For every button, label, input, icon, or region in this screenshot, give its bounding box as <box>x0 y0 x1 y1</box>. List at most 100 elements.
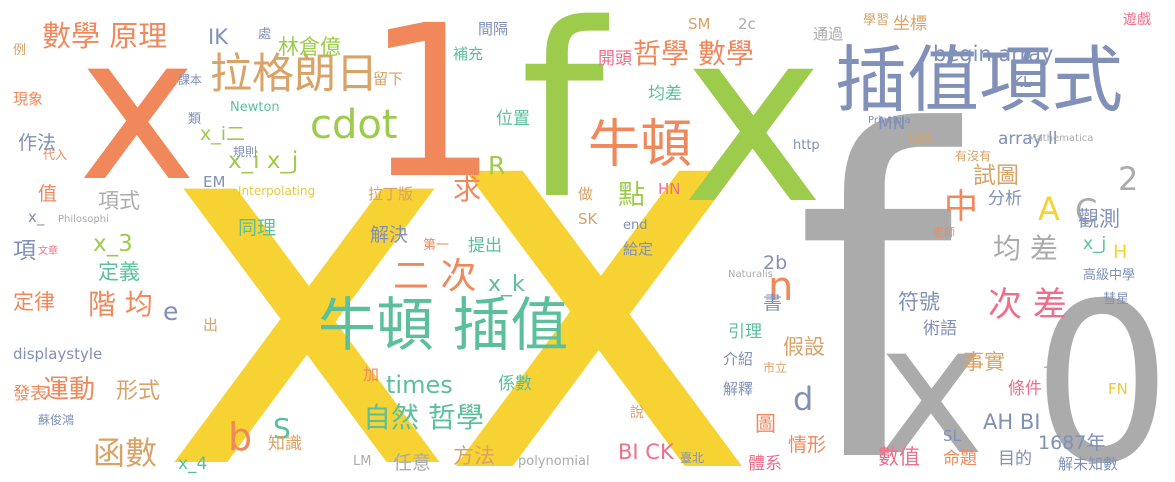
word: 代入 <box>43 148 67 162</box>
word: 介紹 <box>723 350 753 368</box>
word: 均差 <box>648 84 682 104</box>
word: 高級中學 <box>1083 267 1135 283</box>
word: 體系 <box>748 454 782 474</box>
word: SL <box>943 427 962 445</box>
word: Naturalis <box>728 269 773 280</box>
word: 學習 <box>863 13 889 28</box>
word: 有沒有 <box>955 149 991 163</box>
word: 定律 <box>13 290 55 314</box>
word: x_j <box>1083 234 1106 254</box>
word: 課本 <box>178 72 202 87</box>
word: 中 <box>944 187 978 227</box>
word: 情形 <box>788 434 826 456</box>
word: 加 <box>363 365 379 384</box>
word: f <box>795 38 964 482</box>
word: 解決 <box>370 224 408 246</box>
word: x_i x_j <box>228 148 298 174</box>
word: 解未知數 <box>1058 455 1118 473</box>
word: polynomial <box>518 454 590 469</box>
word: 林倉億 <box>278 35 341 59</box>
word: array ll <box>998 129 1057 149</box>
word: begin array <box>933 42 1053 66</box>
word: x_k <box>488 272 525 297</box>
word: 均 差 <box>993 232 1058 265</box>
word: 命題 <box>943 449 977 469</box>
word: 文章 <box>38 244 58 257</box>
word: 同理 <box>238 217 276 239</box>
word: 目的 <box>998 449 1032 469</box>
word: 階 均 <box>88 288 153 321</box>
word: SK <box>578 210 599 228</box>
word: 例 <box>13 43 26 58</box>
word: 求 <box>453 173 481 206</box>
word: 書 <box>763 292 782 314</box>
word: LM <box>353 454 371 469</box>
word: 位置 <box>496 109 530 129</box>
word: 提出 <box>468 236 502 256</box>
word: 牛頓 <box>588 115 692 175</box>
word: 試圖 <box>973 163 1019 189</box>
word: 長 <box>1043 355 1064 379</box>
word: 解釋 <box>723 380 753 398</box>
word: Mathematica <box>1028 133 1093 144</box>
word: 2 <box>1118 160 1138 198</box>
word: 出 <box>203 316 218 334</box>
word: 方法 <box>453 444 495 468</box>
word: http <box>793 138 820 153</box>
word: 事實 <box>963 350 1005 374</box>
word: 項式 <box>98 189 140 213</box>
word: 運動 <box>43 375 95 405</box>
word: 函數 <box>93 434 157 472</box>
word: 類 <box>188 112 201 127</box>
word: 補充 <box>453 45 483 63</box>
word: 2c <box>738 15 756 33</box>
word: 任意 <box>393 452 431 474</box>
word: 老師 <box>933 226 955 239</box>
word: 假設 <box>783 335 825 359</box>
word: end <box>623 218 648 233</box>
word: SM <box>688 15 710 33</box>
word: 2b <box>763 252 787 274</box>
word: 點 <box>618 180 645 211</box>
word: 數值 <box>878 445 920 469</box>
word: 市立 <box>763 360 787 375</box>
word: x <box>682 0 824 257</box>
word: 加碼 <box>908 132 932 146</box>
word: 二 次 <box>393 256 476 297</box>
word: 發表 <box>13 384 47 404</box>
word: d <box>793 380 813 418</box>
word: 給定 <box>623 240 653 258</box>
word: 1687年 <box>1038 432 1105 454</box>
word: 拉丁版 <box>368 185 413 203</box>
word: S <box>273 412 291 445</box>
word: 係數 <box>498 374 532 394</box>
word: x_ <box>28 208 45 227</box>
word: displaystyle <box>13 345 102 363</box>
word: 定義 <box>98 260 140 284</box>
word: 作法 <box>18 132 56 154</box>
word: EM <box>203 173 225 191</box>
word: C <box>1075 192 1097 230</box>
word: 引理 <box>728 322 762 342</box>
word: 彗星 <box>1103 292 1129 307</box>
word: 分析 <box>988 189 1022 209</box>
word: 符號 <box>898 290 940 314</box>
word: 現象 <box>13 90 43 108</box>
word: 遊戲 <box>1123 12 1151 28</box>
word: 次 差 <box>988 285 1067 325</box>
word: 條件 <box>1008 379 1042 399</box>
word: A <box>1038 190 1060 228</box>
word: Principia <box>868 115 911 126</box>
word: KL <box>1013 73 1032 91</box>
word: 處 <box>258 27 271 42</box>
word: 插值項式 <box>835 38 1123 122</box>
word: 1 <box>365 0 499 225</box>
word: Philosophi <box>58 214 109 225</box>
word: AH BI <box>983 410 1040 434</box>
word: 坐標 <box>893 14 927 34</box>
word: Newton <box>230 100 280 115</box>
word: 哲學 數學 <box>633 37 754 70</box>
word: 知識 <box>268 434 302 454</box>
word: 圖 <box>755 412 776 436</box>
